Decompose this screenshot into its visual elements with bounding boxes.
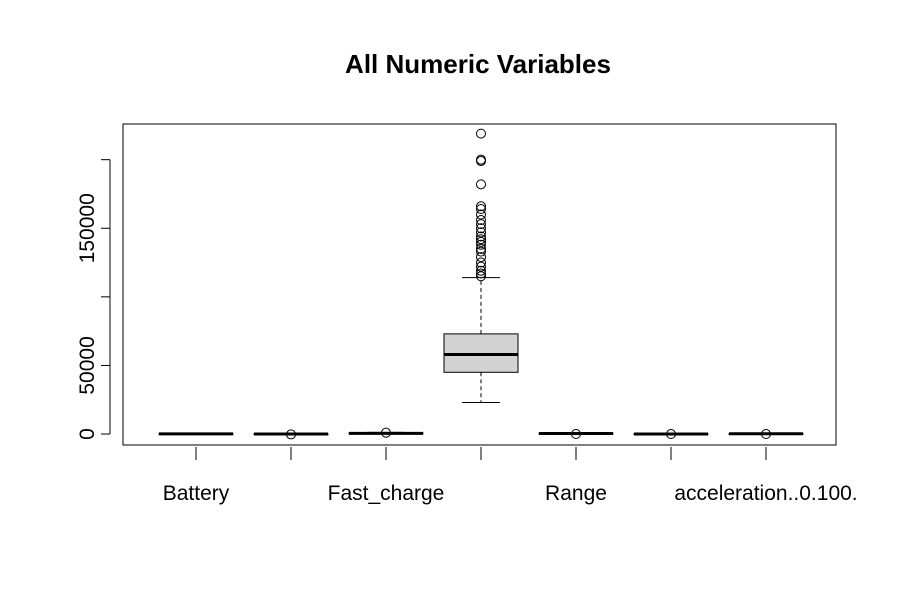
plot-frame xyxy=(122,123,837,446)
outlier-point xyxy=(476,239,486,250)
outlier-point xyxy=(476,154,486,165)
outlier-point xyxy=(476,223,486,234)
outlier-point xyxy=(381,427,391,438)
x-tick-label: Range xyxy=(545,482,607,505)
box-6 xyxy=(633,429,709,440)
boxes-group xyxy=(158,128,804,440)
outlier-point xyxy=(476,219,486,230)
x-axis: Battery Fast_charge Range acceleration..0.1… xyxy=(163,447,858,505)
y-axis: 0 50000 150000 xyxy=(76,159,111,440)
box-3 xyxy=(348,427,424,438)
box-1 xyxy=(158,432,234,436)
box-2 xyxy=(253,429,329,440)
outlier-point xyxy=(476,246,486,257)
y-tick-label: 0 xyxy=(76,428,99,440)
outlier-point xyxy=(286,429,296,440)
outlier-point xyxy=(476,215,486,226)
outlier-point xyxy=(476,179,486,190)
outlier-point xyxy=(476,261,486,272)
outlier-point xyxy=(476,231,486,242)
outlier-point xyxy=(476,257,486,268)
outlier-point xyxy=(476,252,486,263)
x-tick-label: Battery xyxy=(163,482,230,505)
x-tick-label: acceleration..0.100. xyxy=(674,482,857,505)
box-7 xyxy=(728,429,804,440)
outlier-point xyxy=(476,268,486,279)
outlier-point xyxy=(476,128,486,139)
box-4 xyxy=(443,128,519,403)
outlier-point xyxy=(476,236,486,247)
outlier-point xyxy=(476,265,486,276)
outlier-point xyxy=(476,209,486,220)
outlier-point xyxy=(476,243,486,254)
x-tick-label: Fast_charge xyxy=(328,482,445,505)
outlier-point xyxy=(666,429,676,440)
y-tick-label: 150000 xyxy=(76,193,99,263)
box-5 xyxy=(538,429,614,440)
outlier-point xyxy=(476,227,486,238)
outlier-point xyxy=(476,271,486,282)
outlier-point xyxy=(476,234,486,245)
outlier-point xyxy=(761,429,771,440)
outlier-point xyxy=(571,429,581,440)
outlier-point xyxy=(476,201,486,212)
y-tick-label: 50000 xyxy=(76,336,99,394)
chart-title: All Numeric Variables xyxy=(345,49,611,79)
outlier-point xyxy=(476,204,486,215)
